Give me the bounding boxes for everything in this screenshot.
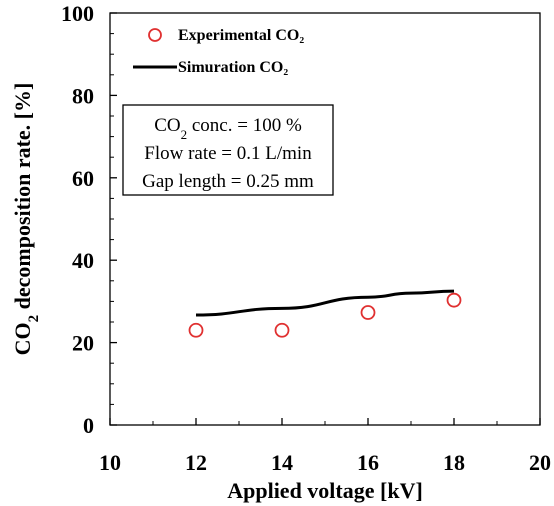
- x-tick-label-20: 20: [529, 450, 551, 475]
- legend-label-simulation: Simuration CO₂: [178, 59, 288, 76]
- annotation-line-2: Flow rate = 0.1 L/min: [144, 143, 312, 164]
- data-point-experimental-16kV: [360, 305, 376, 320]
- y-tick-label-20: 20: [72, 331, 94, 356]
- annotation-frame: [122, 104, 334, 196]
- legend-label-experimental: Experimental CO₂: [178, 27, 304, 44]
- data-point-experimental-12kV: [188, 322, 204, 338]
- y-tick-label-80: 80: [72, 83, 94, 108]
- y-axis-title: CO2 decomposition rate. [%]: [10, 83, 42, 356]
- y-tick-label-60: 60: [72, 166, 94, 191]
- x-axis-title: Applied voltage [kV]: [227, 478, 423, 503]
- data-point-experimental-14kV: [274, 322, 290, 338]
- x-tick-label-12: 12: [185, 450, 207, 475]
- legend: Experimental CO₂ Simuration CO₂: [133, 27, 304, 76]
- x-tick-label-18: 18: [443, 450, 465, 475]
- y-tick-label-40: 40: [72, 248, 94, 273]
- ticks-layer: 10 12 14 16 18 20 0 20 40 60 80 100: [61, 1, 551, 475]
- annotation-line-3: Gap length = 0.25 mm: [142, 171, 314, 192]
- y-tick-label-0: 0: [83, 413, 94, 438]
- series-layer: [188, 289, 462, 338]
- y-tick-label-100: 100: [61, 1, 94, 26]
- plot-frame: [109, 12, 541, 426]
- annotation-line-1: CO2 conc. = 100 %: [154, 115, 302, 142]
- legend-marker-experimental: [148, 28, 162, 42]
- x-tick-label-10: 10: [99, 450, 121, 475]
- series-line-simulation: [195, 289, 455, 317]
- x-tick-label-16: 16: [357, 450, 379, 475]
- annotation-box: CO2 conc. = 100 % Flow rate = 0.1 L/min …: [122, 104, 334, 196]
- x-tick-label-14: 14: [271, 450, 293, 475]
- data-point-experimental-18kV: [446, 292, 462, 308]
